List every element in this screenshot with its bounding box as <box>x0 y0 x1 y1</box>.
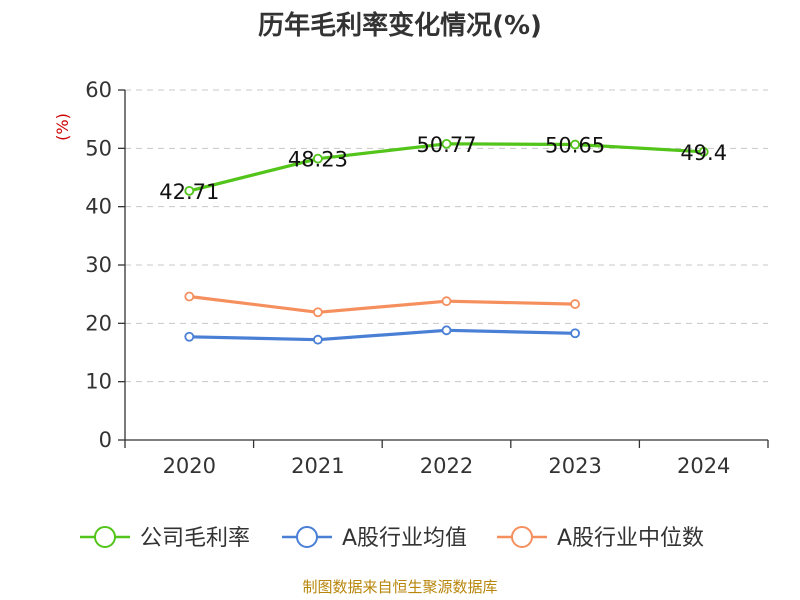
series-0-point-2024 <box>698 146 709 157</box>
series-0-point-2022 <box>441 138 452 149</box>
y-tick-label-40: 40 <box>85 195 112 219</box>
x-tick-label-2024: 2024 <box>677 454 730 478</box>
series-line-1 <box>187 328 577 342</box>
x-tick-label-2021: 2021 <box>291 454 344 478</box>
series-0-point-2021 <box>312 153 323 164</box>
chart-title: 历年毛利率变化情况(%) <box>258 10 542 41</box>
series-line-2 <box>187 294 577 314</box>
legend-label-1: A股行业均值 <box>342 526 467 551</box>
y-tick-label-10: 10 <box>85 370 112 394</box>
series-2-point-2022 <box>441 296 452 307</box>
data-label-2021: 48.23 <box>288 148 348 172</box>
series-2-point-2020 <box>184 291 195 302</box>
series-lines <box>184 138 709 345</box>
axes: 0 10 20 30 40 50 60 2020 2021 2022 2023 2024 <box>85 78 769 478</box>
y-tick-label-0: 0 <box>99 428 112 452</box>
series-0-point-2023 <box>570 139 580 150</box>
legend: 公司毛利率 A股行业均值 A股行业中位数 <box>80 526 704 551</box>
legend-marker-1 <box>296 526 318 548</box>
legend-marker-0 <box>94 526 116 548</box>
y-tick-label-50: 50 <box>85 136 112 160</box>
data-label-2022: 50.77 <box>416 133 476 157</box>
data-label-2020: 42.71 <box>159 180 219 204</box>
legend-label-2: A股行业中位数 <box>557 526 704 551</box>
series-0-point-2020 <box>184 185 195 196</box>
series-1-point-2020 <box>184 331 195 342</box>
data-label-2023: 50.65 <box>545 134 605 158</box>
series-1-point-2021 <box>312 334 323 345</box>
source-note: 制图数据来自恒生聚源数据库 <box>302 578 497 596</box>
x-tick-label-2020: 2020 <box>163 454 216 478</box>
y-tick-label-20: 20 <box>85 311 112 335</box>
data-labels: 42.71 48.23 50.77 50.65 49.4 <box>159 133 727 204</box>
x-tick-label-2022: 2022 <box>420 454 473 478</box>
x-tick-label-2023: 2023 <box>548 454 601 478</box>
legend-label-0: 公司毛利率 <box>140 526 250 551</box>
data-label-2024: 49.4 <box>680 141 727 165</box>
series-1-point-2023 <box>570 328 580 339</box>
series-2-point-2021 <box>312 307 323 318</box>
y-tick-label-30: 30 <box>85 253 112 277</box>
series-1-point-2022 <box>441 325 452 336</box>
series-2-point-2023 <box>570 299 580 309</box>
y-tick-label-60: 60 <box>85 78 112 102</box>
legend-marker-2 <box>511 526 533 548</box>
y-axis-unit: (%) <box>53 113 72 141</box>
